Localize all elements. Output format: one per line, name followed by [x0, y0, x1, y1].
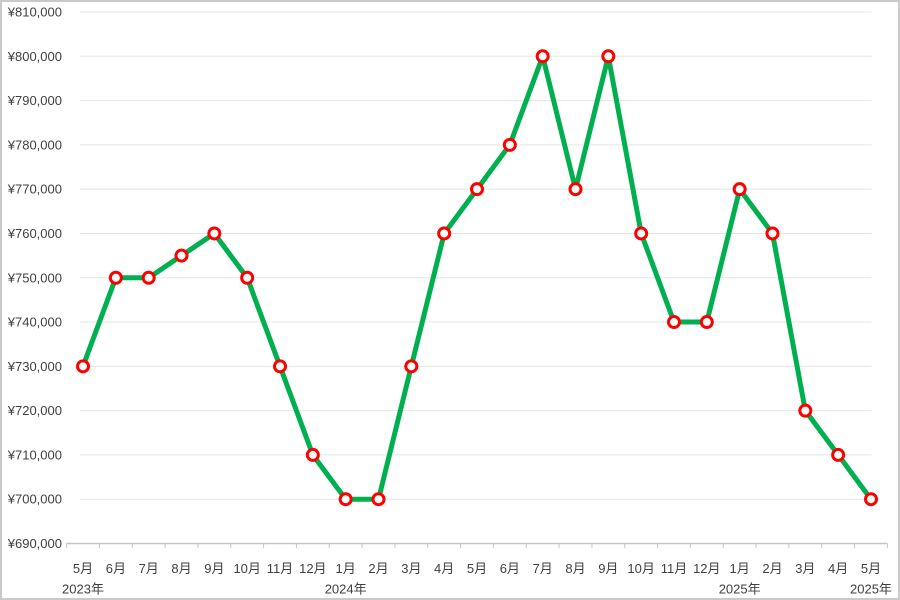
y-axis-tick-label: ¥700,000 [7, 492, 62, 507]
data-point-marker [141, 270, 156, 285]
data-point-marker [108, 270, 123, 285]
x-axis-month-label: 6月 [500, 561, 520, 576]
x-axis-month-label: 9月 [598, 561, 618, 576]
data-point-marker [437, 226, 452, 241]
x-axis-month-label: 6月 [106, 561, 126, 576]
y-axis-tick-label: ¥770,000 [7, 182, 62, 197]
x-axis-month-label: 1月 [730, 561, 750, 576]
data-point-marker [568, 182, 583, 197]
y-axis-tick-label: ¥790,000 [7, 93, 62, 108]
x-axis-month-label: 10月 [233, 561, 260, 576]
x-axis-month-label: 12月 [693, 561, 720, 576]
data-point-marker [765, 226, 780, 241]
x-axis-month-label: 2月 [368, 561, 388, 576]
x-axis-month-label: 2月 [762, 561, 782, 576]
data-point-marker [634, 226, 649, 241]
y-axis-tick-label: ¥720,000 [7, 403, 62, 418]
y-axis-tick-label: ¥690,000 [7, 536, 62, 551]
data-point-marker [207, 226, 222, 241]
x-axis-month-label: 7月 [139, 561, 159, 576]
data-point-marker [601, 49, 616, 64]
y-axis-tick-label: ¥750,000 [7, 270, 62, 285]
y-axis-tick-label: ¥740,000 [7, 315, 62, 330]
x-axis-month-label: 8月 [171, 561, 191, 576]
x-axis-month-label: 5月 [467, 561, 487, 576]
x-axis-year-label: 2023年 [62, 582, 104, 597]
y-axis-tick-label: ¥800,000 [7, 49, 62, 64]
y-axis-tick-label: ¥710,000 [7, 447, 62, 462]
y-axis-tick-label: ¥780,000 [7, 137, 62, 152]
data-point-marker [831, 447, 846, 462]
x-axis-month-label: 3月 [795, 561, 815, 576]
data-point-marker [404, 359, 419, 374]
data-point-marker [666, 315, 681, 330]
y-axis-tick-label: ¥730,000 [7, 359, 62, 374]
data-point-marker [732, 182, 747, 197]
x-axis-month-label: 12月 [299, 561, 326, 576]
data-point-marker [338, 492, 353, 507]
data-point-marker [240, 270, 255, 285]
data-point-marker [535, 49, 550, 64]
x-axis-month-label: 4月 [828, 561, 848, 576]
x-axis-month-label: 3月 [401, 561, 421, 576]
x-axis-month-label: 9月 [204, 561, 224, 576]
data-point-marker [273, 359, 288, 374]
data-point-marker [699, 315, 714, 330]
x-axis-year-label: 2025年 [719, 582, 761, 597]
x-axis-month-label: 8月 [565, 561, 585, 576]
x-axis-month-label: 10月 [627, 561, 654, 576]
x-axis-month-label: 11月 [661, 561, 688, 576]
data-point-marker [174, 248, 189, 263]
data-point-marker [798, 403, 813, 418]
x-axis-year-label: 2024年 [325, 582, 367, 597]
x-axis-month-label: 1月 [336, 561, 356, 576]
x-axis-month-label: 5月 [73, 561, 93, 576]
x-axis-month-label: 11月 [267, 561, 294, 576]
data-point-marker [863, 492, 878, 507]
y-axis-tick-label: ¥760,000 [7, 226, 62, 241]
data-point-marker [76, 359, 91, 374]
data-point-marker [371, 492, 386, 507]
data-point-marker [305, 447, 320, 462]
x-axis-month-label: 4月 [434, 561, 454, 576]
data-point-marker [502, 137, 517, 152]
x-axis-month-label: 7月 [533, 561, 553, 576]
x-axis-year-label: 2025年 [850, 582, 892, 597]
x-axis-month-label: 5月 [861, 561, 881, 576]
data-point-marker [470, 182, 484, 197]
y-axis-tick-label: ¥810,000 [7, 5, 62, 20]
